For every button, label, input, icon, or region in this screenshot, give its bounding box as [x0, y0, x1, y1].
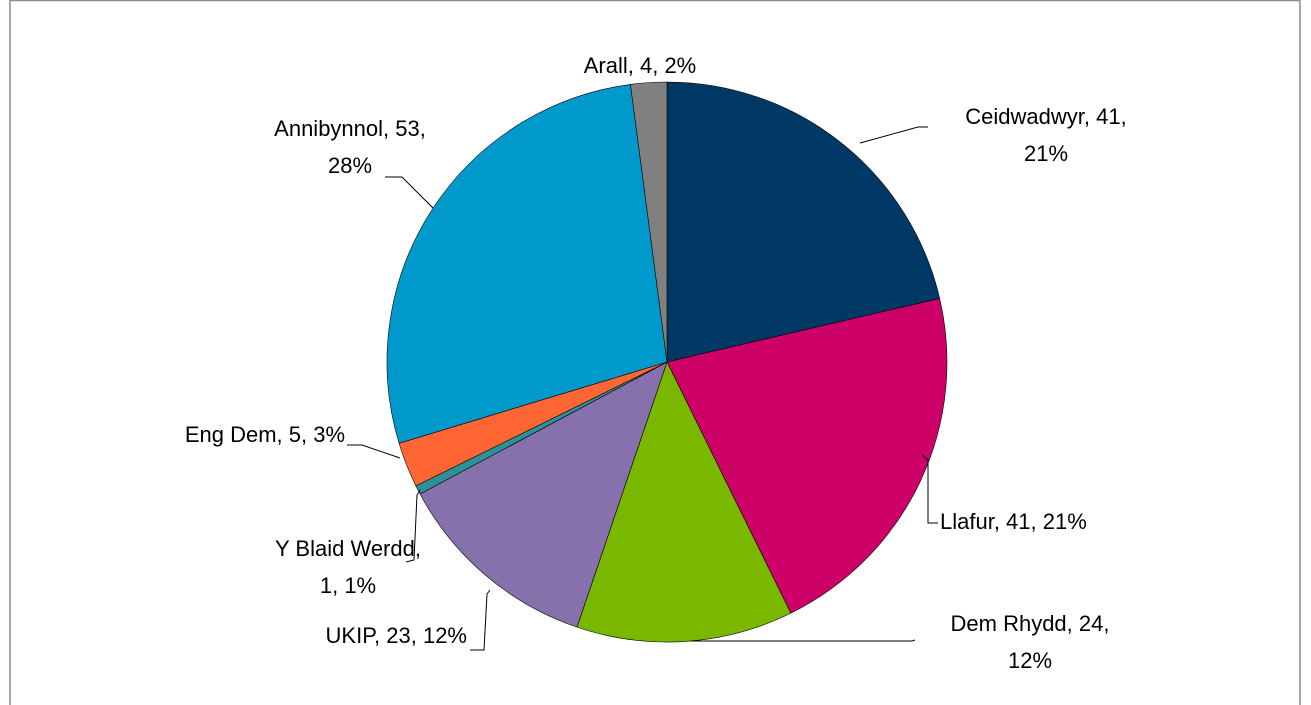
leader-line [470, 589, 491, 651]
pie-slice [419, 361, 668, 628]
pie-slice [666, 81, 941, 363]
data-label: Llafur, 41, 21% [940, 509, 1087, 534]
data-label: Y Blaid Werdd, [275, 536, 421, 561]
data-label: Eng Dem, 5, 3% [185, 422, 345, 447]
data-label: 1, 1% [320, 573, 376, 598]
leader-line [385, 176, 434, 209]
data-label: 28% [328, 153, 372, 178]
pie-slice [386, 84, 668, 444]
leader-line [690, 639, 916, 642]
pie-slice [666, 298, 948, 614]
pie-slice [576, 361, 792, 643]
data-label: 12% [1008, 648, 1052, 673]
data-label: Dem Rhydd, 24, [951, 611, 1110, 636]
leader-line [859, 126, 928, 144]
data-label: 21% [1024, 141, 1068, 166]
data-label: Annibynnol, 53, [274, 116, 426, 141]
data-label: Arall, 4, 2% [584, 53, 697, 78]
leader-line [405, 489, 421, 563]
data-label: UKIP, 23, 12% [326, 623, 467, 648]
pie-slice [630, 81, 668, 363]
leader-line [347, 444, 401, 459]
leader-line [921, 454, 938, 524]
data-label: Ceidwadwyr, 41, [965, 104, 1126, 129]
